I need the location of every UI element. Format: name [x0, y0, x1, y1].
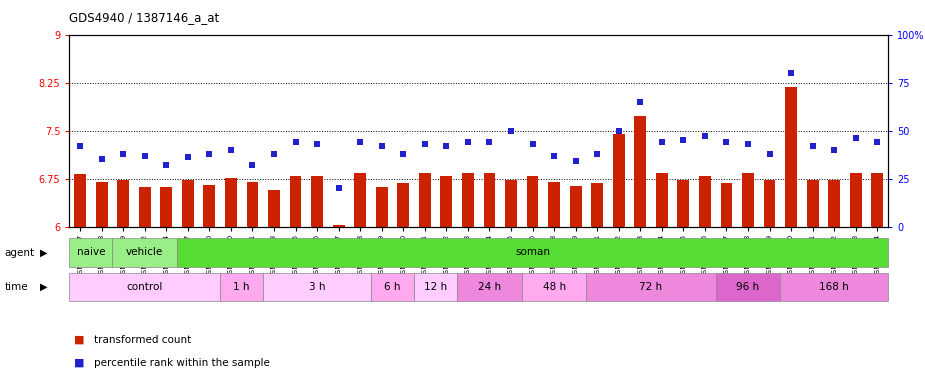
Text: GDS4940 / 1387146_a_at: GDS4940 / 1387146_a_at	[69, 12, 219, 25]
Text: time: time	[5, 282, 29, 292]
Bar	[419, 174, 431, 227]
Text: ▶: ▶	[40, 248, 47, 258]
Text: 168 h: 168 h	[820, 282, 849, 292]
Text: naive: naive	[77, 247, 105, 258]
Bar	[781, 273, 888, 301]
Text: 48 h: 48 h	[543, 282, 566, 292]
Bar	[268, 190, 280, 227]
Text: 6 h: 6 h	[384, 282, 401, 292]
Bar	[764, 180, 775, 227]
Bar	[505, 180, 517, 227]
Bar	[522, 273, 586, 301]
Bar	[354, 174, 366, 227]
Text: 3 h: 3 h	[309, 282, 326, 292]
Bar	[311, 176, 323, 227]
Bar	[570, 185, 582, 227]
Bar	[220, 273, 264, 301]
Text: soman: soman	[515, 247, 550, 258]
Text: agent: agent	[5, 248, 35, 258]
Bar	[117, 180, 130, 227]
Bar	[785, 87, 797, 227]
Text: 1 h: 1 h	[233, 282, 250, 292]
Bar	[549, 182, 560, 227]
Bar	[74, 174, 86, 227]
Bar	[635, 116, 647, 227]
Text: vehicle: vehicle	[126, 247, 164, 258]
Bar	[398, 183, 409, 227]
Bar	[807, 180, 819, 227]
Text: ■: ■	[74, 335, 84, 345]
Bar	[96, 182, 107, 227]
Text: 24 h: 24 h	[478, 282, 501, 292]
Bar	[591, 183, 603, 227]
Text: 96 h: 96 h	[736, 282, 759, 292]
Text: ▶: ▶	[40, 282, 47, 292]
Text: ■: ■	[74, 358, 84, 368]
Bar	[699, 176, 710, 227]
Bar	[828, 180, 840, 227]
Bar	[414, 273, 457, 301]
Bar	[113, 238, 177, 267]
Bar	[69, 273, 220, 301]
Text: percentile rank within the sample: percentile rank within the sample	[94, 358, 270, 368]
Bar	[716, 273, 781, 301]
Bar	[462, 174, 474, 227]
Bar	[69, 238, 113, 267]
Bar	[656, 174, 668, 227]
Bar	[333, 225, 345, 227]
Bar	[742, 174, 754, 227]
Bar	[526, 176, 538, 227]
Bar	[586, 273, 716, 301]
Text: 12 h: 12 h	[424, 282, 447, 292]
Bar	[721, 183, 733, 227]
Bar	[160, 187, 172, 227]
Bar	[290, 176, 302, 227]
Text: control: control	[127, 282, 163, 292]
Bar	[247, 182, 258, 227]
Bar	[204, 185, 216, 227]
Text: 72 h: 72 h	[639, 282, 662, 292]
Bar	[612, 134, 624, 227]
Bar	[182, 180, 193, 227]
Bar	[139, 187, 151, 227]
Bar	[177, 238, 888, 267]
Bar	[264, 273, 371, 301]
Text: transformed count: transformed count	[94, 335, 191, 345]
Bar	[677, 180, 689, 227]
Bar	[376, 187, 388, 227]
Bar	[457, 273, 522, 301]
Bar	[850, 174, 861, 227]
Bar	[484, 174, 496, 227]
Bar	[440, 176, 452, 227]
Bar	[225, 178, 237, 227]
Bar	[371, 273, 414, 301]
Bar	[871, 174, 883, 227]
